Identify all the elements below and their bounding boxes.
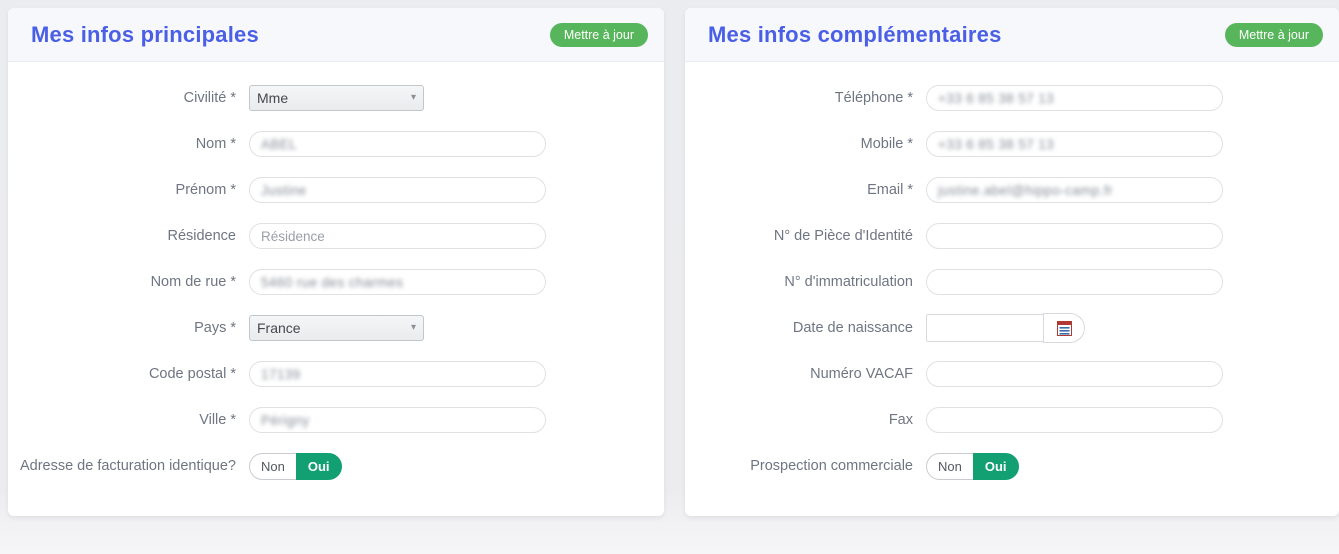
- field-row-numero-vacaf: Numéro VACAF: [685, 351, 1339, 397]
- panel-infos-principales: Mes infos principales Mettre à jour Civi…: [8, 8, 664, 516]
- field-row-ville: Ville * Périgny: [8, 397, 664, 443]
- ville-input[interactable]: Périgny: [249, 407, 546, 433]
- calendar-icon: [1056, 320, 1072, 336]
- adresse-facturation-toggle: Non Oui: [249, 452, 342, 480]
- field-label: Nom *: [195, 136, 236, 152]
- field-label: Prénom *: [175, 182, 236, 198]
- field-label: Civilité *: [183, 90, 236, 106]
- field-label: Date de naissance: [792, 320, 913, 336]
- input-value: Justine: [261, 182, 307, 198]
- panel-body: Civilité * Mme ▾ Nom * ABEL Prénom * Jus…: [8, 62, 664, 489]
- field-row-telephone: Téléphone * +33 6 85 38 57 13: [685, 75, 1339, 121]
- field-row-civilite: Civilité * Mme ▾: [8, 75, 664, 121]
- update-button[interactable]: Mettre à jour: [549, 22, 648, 47]
- field-label: N° de Pièce d'Identité: [773, 228, 913, 244]
- mobile-input[interactable]: +33 6 85 38 57 13: [926, 131, 1223, 157]
- field-row-pays: Pays * France ▾: [8, 305, 664, 351]
- date-naissance-input[interactable]: [926, 314, 1044, 342]
- fax-input[interactable]: [926, 407, 1223, 433]
- field-label: Nom de rue *: [150, 274, 236, 290]
- select-value: France: [257, 320, 301, 336]
- input-value: 17139: [261, 366, 301, 382]
- field-label: Numéro VACAF: [810, 366, 913, 382]
- toggle-option-oui[interactable]: Oui: [972, 452, 1019, 480]
- input-placeholder: Résidence: [261, 228, 325, 244]
- field-label: Code postal *: [148, 366, 236, 382]
- toggle-option-non[interactable]: Non: [926, 452, 974, 480]
- field-row-prospection: Prospection commerciale Non Oui: [685, 443, 1339, 489]
- nom-input[interactable]: ABEL: [249, 131, 546, 157]
- input-value: Périgny: [261, 412, 310, 428]
- panel-header: Mes infos complémentaires Mettre à jour: [685, 8, 1339, 62]
- toggle-option-non[interactable]: Non: [249, 452, 297, 480]
- numero-vacaf-input[interactable]: [926, 361, 1223, 387]
- field-label: Résidence: [167, 228, 236, 244]
- chevron-down-icon: ▾: [410, 92, 416, 103]
- toggle-option-oui[interactable]: Oui: [295, 452, 342, 480]
- prospection-toggle: Non Oui: [926, 452, 1019, 480]
- input-value: justine.abel@hippo-camp.fr: [938, 182, 1113, 198]
- telephone-input[interactable]: +33 6 85 38 57 13: [926, 85, 1223, 111]
- nom-de-rue-input[interactable]: 5460 rue des charmes: [249, 269, 546, 295]
- page-title: Mes infos principales: [31, 21, 259, 47]
- field-label: Ville *: [199, 412, 236, 428]
- civilite-select[interactable]: Mme ▾: [249, 85, 424, 111]
- piece-identite-input[interactable]: [926, 223, 1223, 249]
- panel-infos-complementaires: Mes infos complémentaires Mettre à jour …: [685, 8, 1339, 516]
- update-button[interactable]: Mettre à jour: [1224, 22, 1323, 47]
- date-naissance-group: [926, 313, 1085, 343]
- residence-input[interactable]: Résidence: [249, 223, 546, 249]
- field-row-email: Email * justine.abel@hippo-camp.fr: [685, 167, 1339, 213]
- prenom-input[interactable]: Justine: [249, 177, 546, 203]
- field-row-nom: Nom * ABEL: [8, 121, 664, 167]
- field-row-nom-de-rue: Nom de rue * 5460 rue des charmes: [8, 259, 664, 305]
- field-label: N° d'immatriculation: [784, 274, 913, 290]
- field-label: Adresse de facturation identique?: [19, 458, 236, 474]
- field-row-date-naissance: Date de naissance: [685, 305, 1339, 351]
- field-row-immatriculation: N° d'immatriculation: [685, 259, 1339, 305]
- field-label: Email *: [867, 182, 913, 198]
- field-label: Téléphone *: [834, 90, 913, 106]
- input-value: +33 6 85 38 57 13: [938, 136, 1055, 152]
- calendar-button[interactable]: [1043, 313, 1085, 343]
- code-postal-input[interactable]: 17139: [249, 361, 546, 387]
- field-label: Prospection commerciale: [750, 458, 913, 474]
- page-title: Mes infos complémentaires: [708, 21, 1002, 47]
- field-row-residence: Résidence Résidence: [8, 213, 664, 259]
- input-value: 5460 rue des charmes: [261, 274, 404, 290]
- field-row-fax: Fax: [685, 397, 1339, 443]
- chevron-down-icon: ▾: [410, 322, 416, 333]
- field-label: Mobile *: [860, 136, 913, 152]
- input-value: ABEL: [261, 136, 298, 152]
- field-row-prenom: Prénom * Justine: [8, 167, 664, 213]
- field-row-mobile: Mobile * +33 6 85 38 57 13: [685, 121, 1339, 167]
- immatriculation-input[interactable]: [926, 269, 1223, 295]
- input-value: +33 6 85 38 57 13: [938, 90, 1055, 106]
- panel-header: Mes infos principales Mettre à jour: [8, 8, 664, 62]
- field-label: Fax: [888, 412, 913, 428]
- pays-select[interactable]: France ▾: [249, 315, 424, 341]
- field-row-code-postal: Code postal * 17139: [8, 351, 664, 397]
- panel-body: Téléphone * +33 6 85 38 57 13 Mobile * +…: [685, 62, 1339, 489]
- field-label: Pays *: [194, 320, 236, 336]
- select-value: Mme: [257, 90, 289, 106]
- email-input[interactable]: justine.abel@hippo-camp.fr: [926, 177, 1223, 203]
- field-row-piece-identite: N° de Pièce d'Identité: [685, 213, 1339, 259]
- field-row-adresse-facturation: Adresse de facturation identique? Non Ou…: [8, 443, 664, 489]
